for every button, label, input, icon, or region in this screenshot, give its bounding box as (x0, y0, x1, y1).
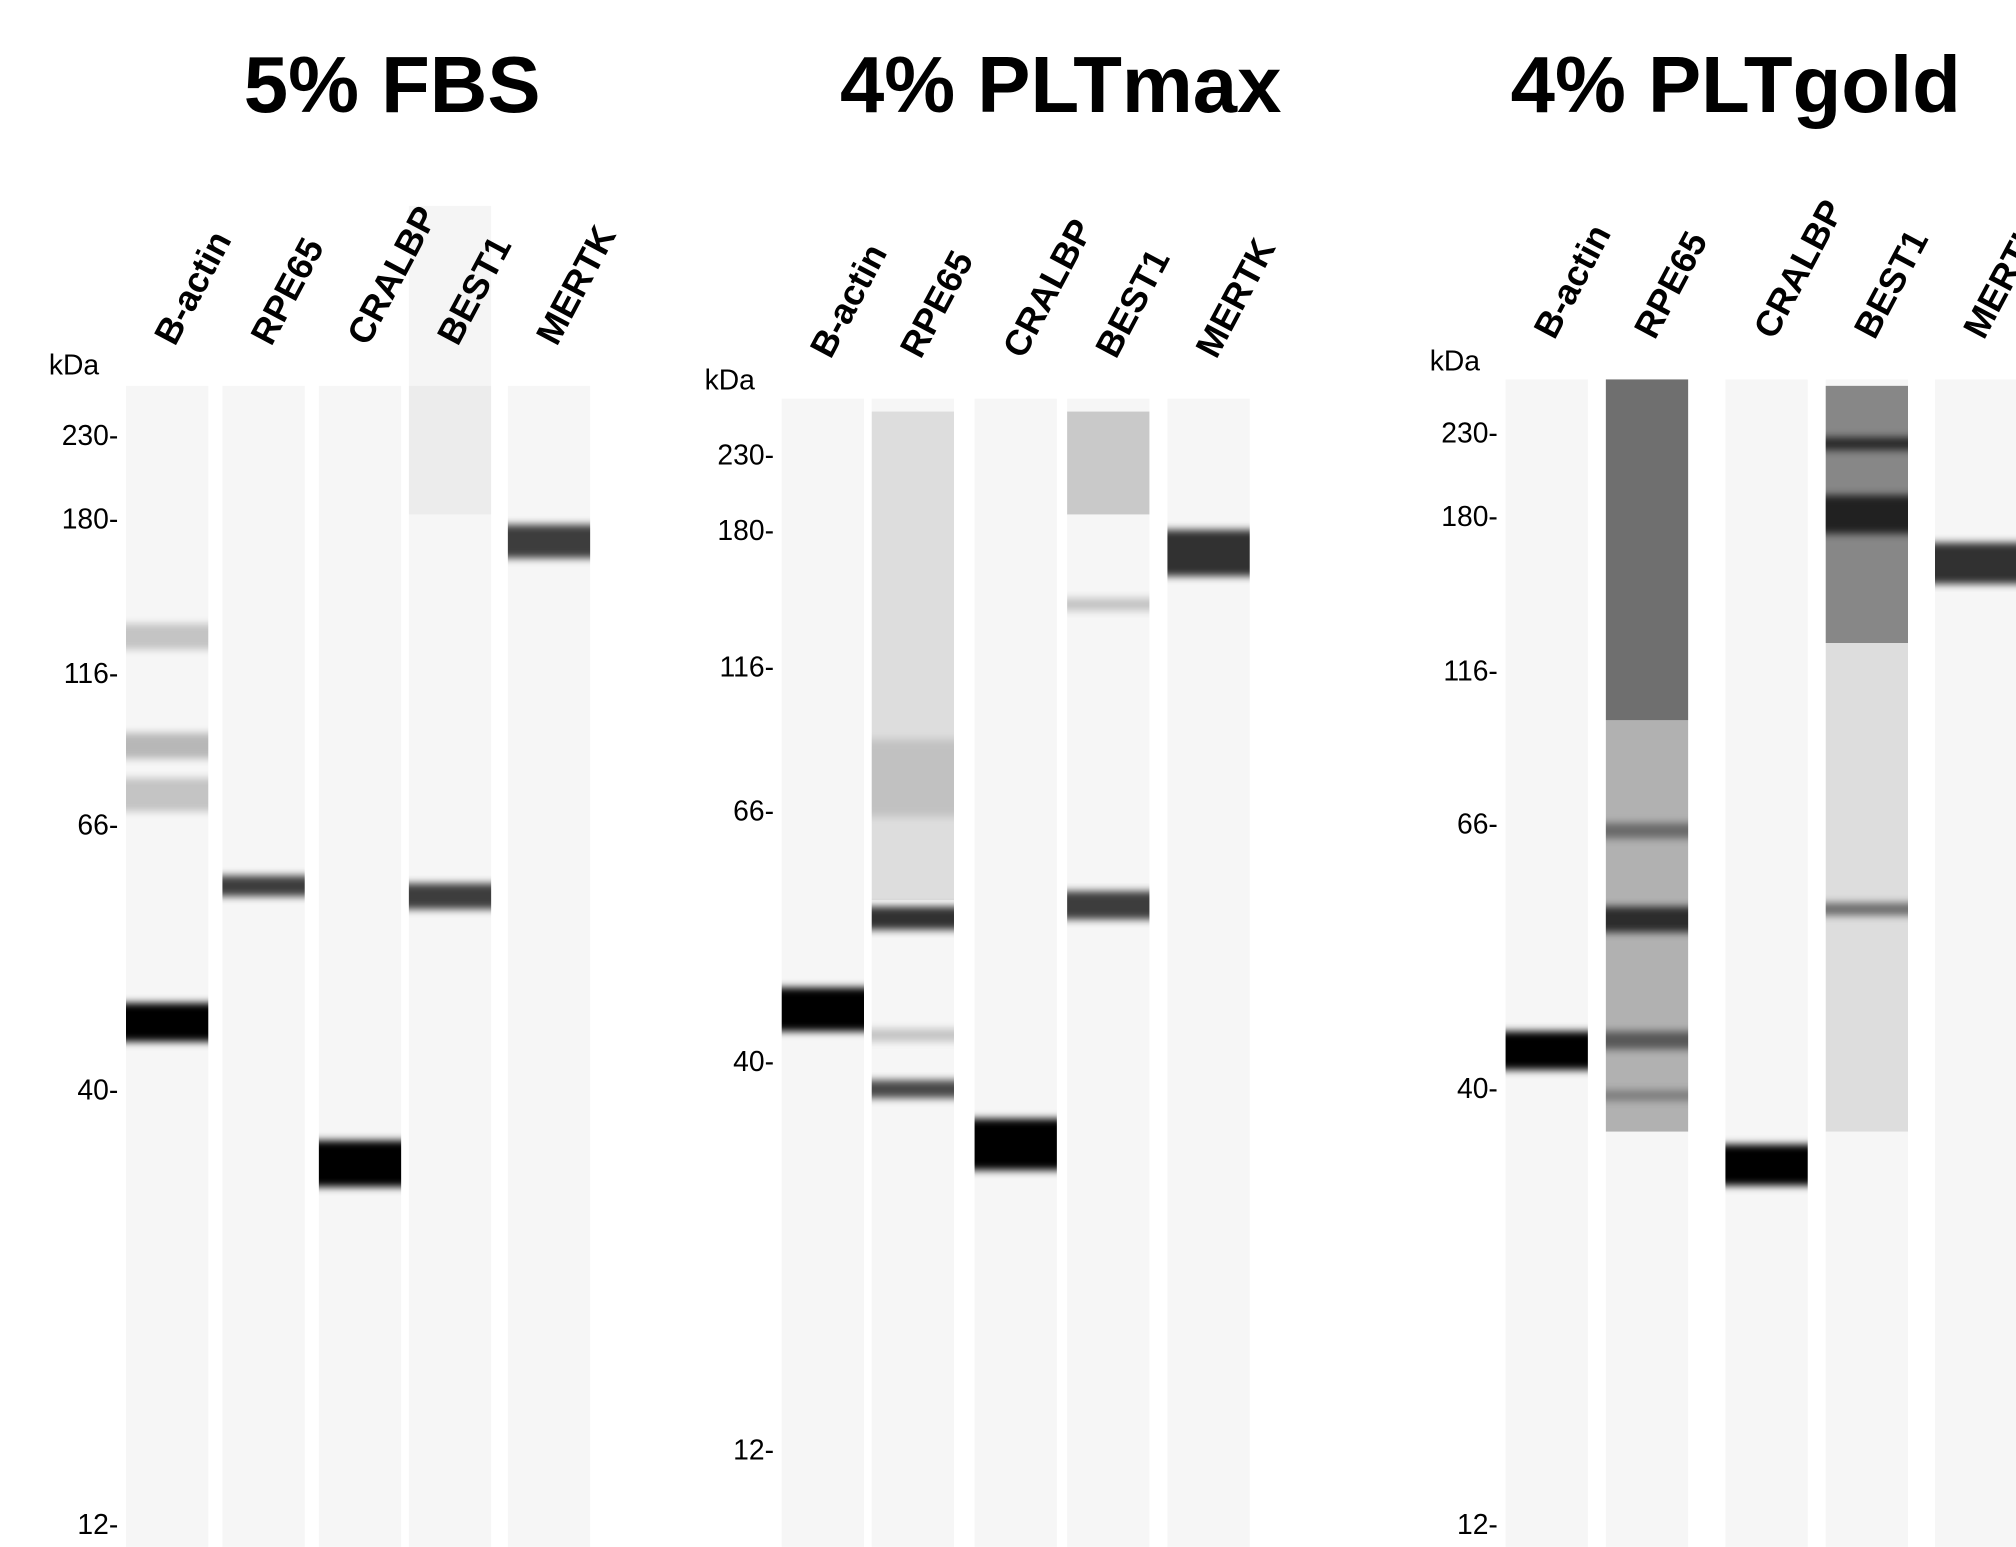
band (319, 1141, 401, 1187)
marker-label: 230- (1441, 416, 1498, 448)
marker-label: 66- (733, 794, 774, 826)
band (1606, 823, 1688, 838)
marker-label: 40- (1457, 1072, 1498, 1104)
smear (1826, 643, 1908, 1132)
marker-label: 12- (77, 1508, 118, 1540)
lane (975, 399, 1057, 1547)
marker-label: 116- (64, 657, 118, 689)
marker-label: 180- (1441, 500, 1498, 532)
marker-label: 116- (720, 650, 774, 682)
panel-title: 4% PLTgold (1511, 40, 1961, 129)
band (126, 1003, 208, 1042)
smear (1606, 379, 1688, 720)
band (975, 1119, 1057, 1170)
band (782, 988, 864, 1032)
band (872, 907, 954, 930)
lane (508, 386, 590, 1547)
band (126, 733, 208, 759)
marker-label: 230- (717, 438, 774, 470)
marker-label: 40- (77, 1073, 118, 1105)
band (1826, 903, 1908, 916)
lane (1506, 379, 1588, 1546)
lane (409, 386, 491, 1547)
unit-label: kDa (49, 348, 100, 380)
marker-label: 12- (1457, 1508, 1498, 1540)
band (872, 1080, 954, 1098)
panel-title: 4% PLTmax (840, 40, 1281, 129)
band (1167, 530, 1249, 576)
band (1506, 1031, 1588, 1070)
lane (126, 386, 208, 1547)
band (508, 525, 590, 558)
smear (1067, 412, 1149, 515)
marker-label: 180- (717, 514, 774, 546)
unit-label: kDa (705, 364, 756, 396)
band (1067, 598, 1149, 611)
marker-label: 66- (77, 809, 118, 841)
smear (409, 206, 491, 515)
lane (1725, 379, 1807, 1546)
panel-title: 5% FBS (244, 40, 541, 129)
lane (782, 399, 864, 1547)
band (1606, 1031, 1688, 1049)
blot-figure: 5% FBSkDa230-180-116-66-40-12-B-actinRPE… (0, 0, 2016, 1547)
smear (872, 412, 954, 901)
band (1826, 437, 1908, 450)
band (872, 1029, 954, 1042)
band (872, 739, 954, 816)
band (1935, 543, 2016, 584)
lane (319, 386, 401, 1547)
band (1067, 891, 1149, 919)
lane (1067, 399, 1149, 1547)
band (1606, 907, 1688, 933)
marker-label: 40- (733, 1045, 774, 1077)
band (126, 624, 208, 650)
band (409, 883, 491, 909)
unit-label: kDa (1430, 344, 1481, 376)
band (1606, 1090, 1688, 1100)
band (1826, 495, 1908, 534)
marker-label: 230- (62, 419, 119, 451)
band (1725, 1144, 1807, 1185)
band (222, 876, 304, 897)
marker-label: 66- (1457, 807, 1498, 839)
marker-label: 180- (62, 503, 119, 535)
marker-label: 116- (1443, 654, 1497, 686)
lane (222, 386, 304, 1547)
marker-label: 12- (733, 1433, 774, 1465)
band (126, 778, 208, 811)
page: 5% FBSkDa230-180-116-66-40-12-B-actinRPE… (0, 0, 2016, 1547)
